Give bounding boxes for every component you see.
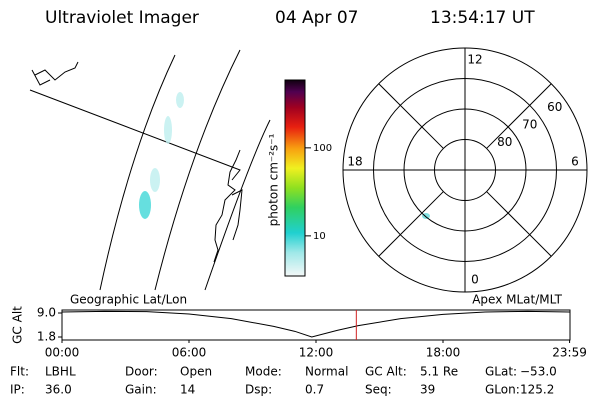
x-tick-label: 06:00 [172, 346, 207, 360]
left-label: Geographic Lat/Lon [70, 293, 187, 307]
x-tick-label: 18:00 [426, 346, 461, 360]
colorbar [284, 79, 306, 277]
geo-map [29, 49, 271, 291]
info-value: −53.0 [520, 365, 557, 379]
info-value: 0.7 [305, 383, 324, 397]
info-key: Mode: [245, 365, 282, 379]
info-value: 39 [420, 383, 435, 397]
y-tick-label: 1.8 [37, 330, 56, 344]
info-key: Dsp: [245, 383, 272, 397]
colorbar-label: photon cm⁻²s⁻¹ [267, 133, 281, 226]
info-value: LBHL [45, 365, 76, 379]
y-tick-label: 9.0 [37, 306, 56, 320]
info-value: Normal [305, 365, 348, 379]
info-key: IP: [10, 383, 25, 397]
info-value: 5.1 Re [420, 365, 458, 379]
info-key: GLat: [485, 365, 517, 379]
altitude-curve [61, 310, 570, 338]
spoke [486, 191, 552, 257]
x-tick-label: 12:00 [299, 346, 334, 360]
mlt-label: 0 [471, 273, 479, 287]
mlt-label: 12 [467, 53, 482, 67]
mlt-label: 18 [347, 155, 362, 169]
right-label: Apex MLat/MLT [472, 293, 562, 307]
ring-label: 70 [522, 117, 537, 131]
x-tick-label: 23:59 [552, 346, 587, 360]
colorbar-tick-label: 100 [313, 143, 332, 154]
spoke [486, 83, 552, 149]
info-key: Gain: [125, 383, 157, 397]
ring-label: 60 [547, 100, 562, 114]
spoke [378, 83, 444, 149]
info-value: 36.0 [45, 383, 72, 397]
spoke [378, 191, 444, 257]
mlt-label: 6 [571, 155, 579, 169]
time: 13:54:17 UT [430, 8, 535, 28]
info-key: Flt: [10, 365, 29, 379]
y-label: GC Alt [11, 306, 25, 344]
ring-label: 80 [497, 135, 512, 149]
info-key: GLon: [485, 383, 520, 397]
info-key: GC Alt: [365, 365, 407, 379]
info-value: 125.2 [520, 383, 554, 397]
aurora [139, 92, 430, 219]
title: Ultraviolet Imager [45, 8, 199, 28]
info-key: Seq: [365, 383, 392, 397]
info-key: Door: [125, 365, 158, 379]
date: 04 Apr 07 [275, 8, 358, 28]
colorbar-tick-label: 10 [313, 231, 326, 242]
x-tick-label: 00:00 [45, 346, 80, 360]
info-value: 14 [180, 383, 195, 397]
info-value: Open [180, 365, 212, 379]
